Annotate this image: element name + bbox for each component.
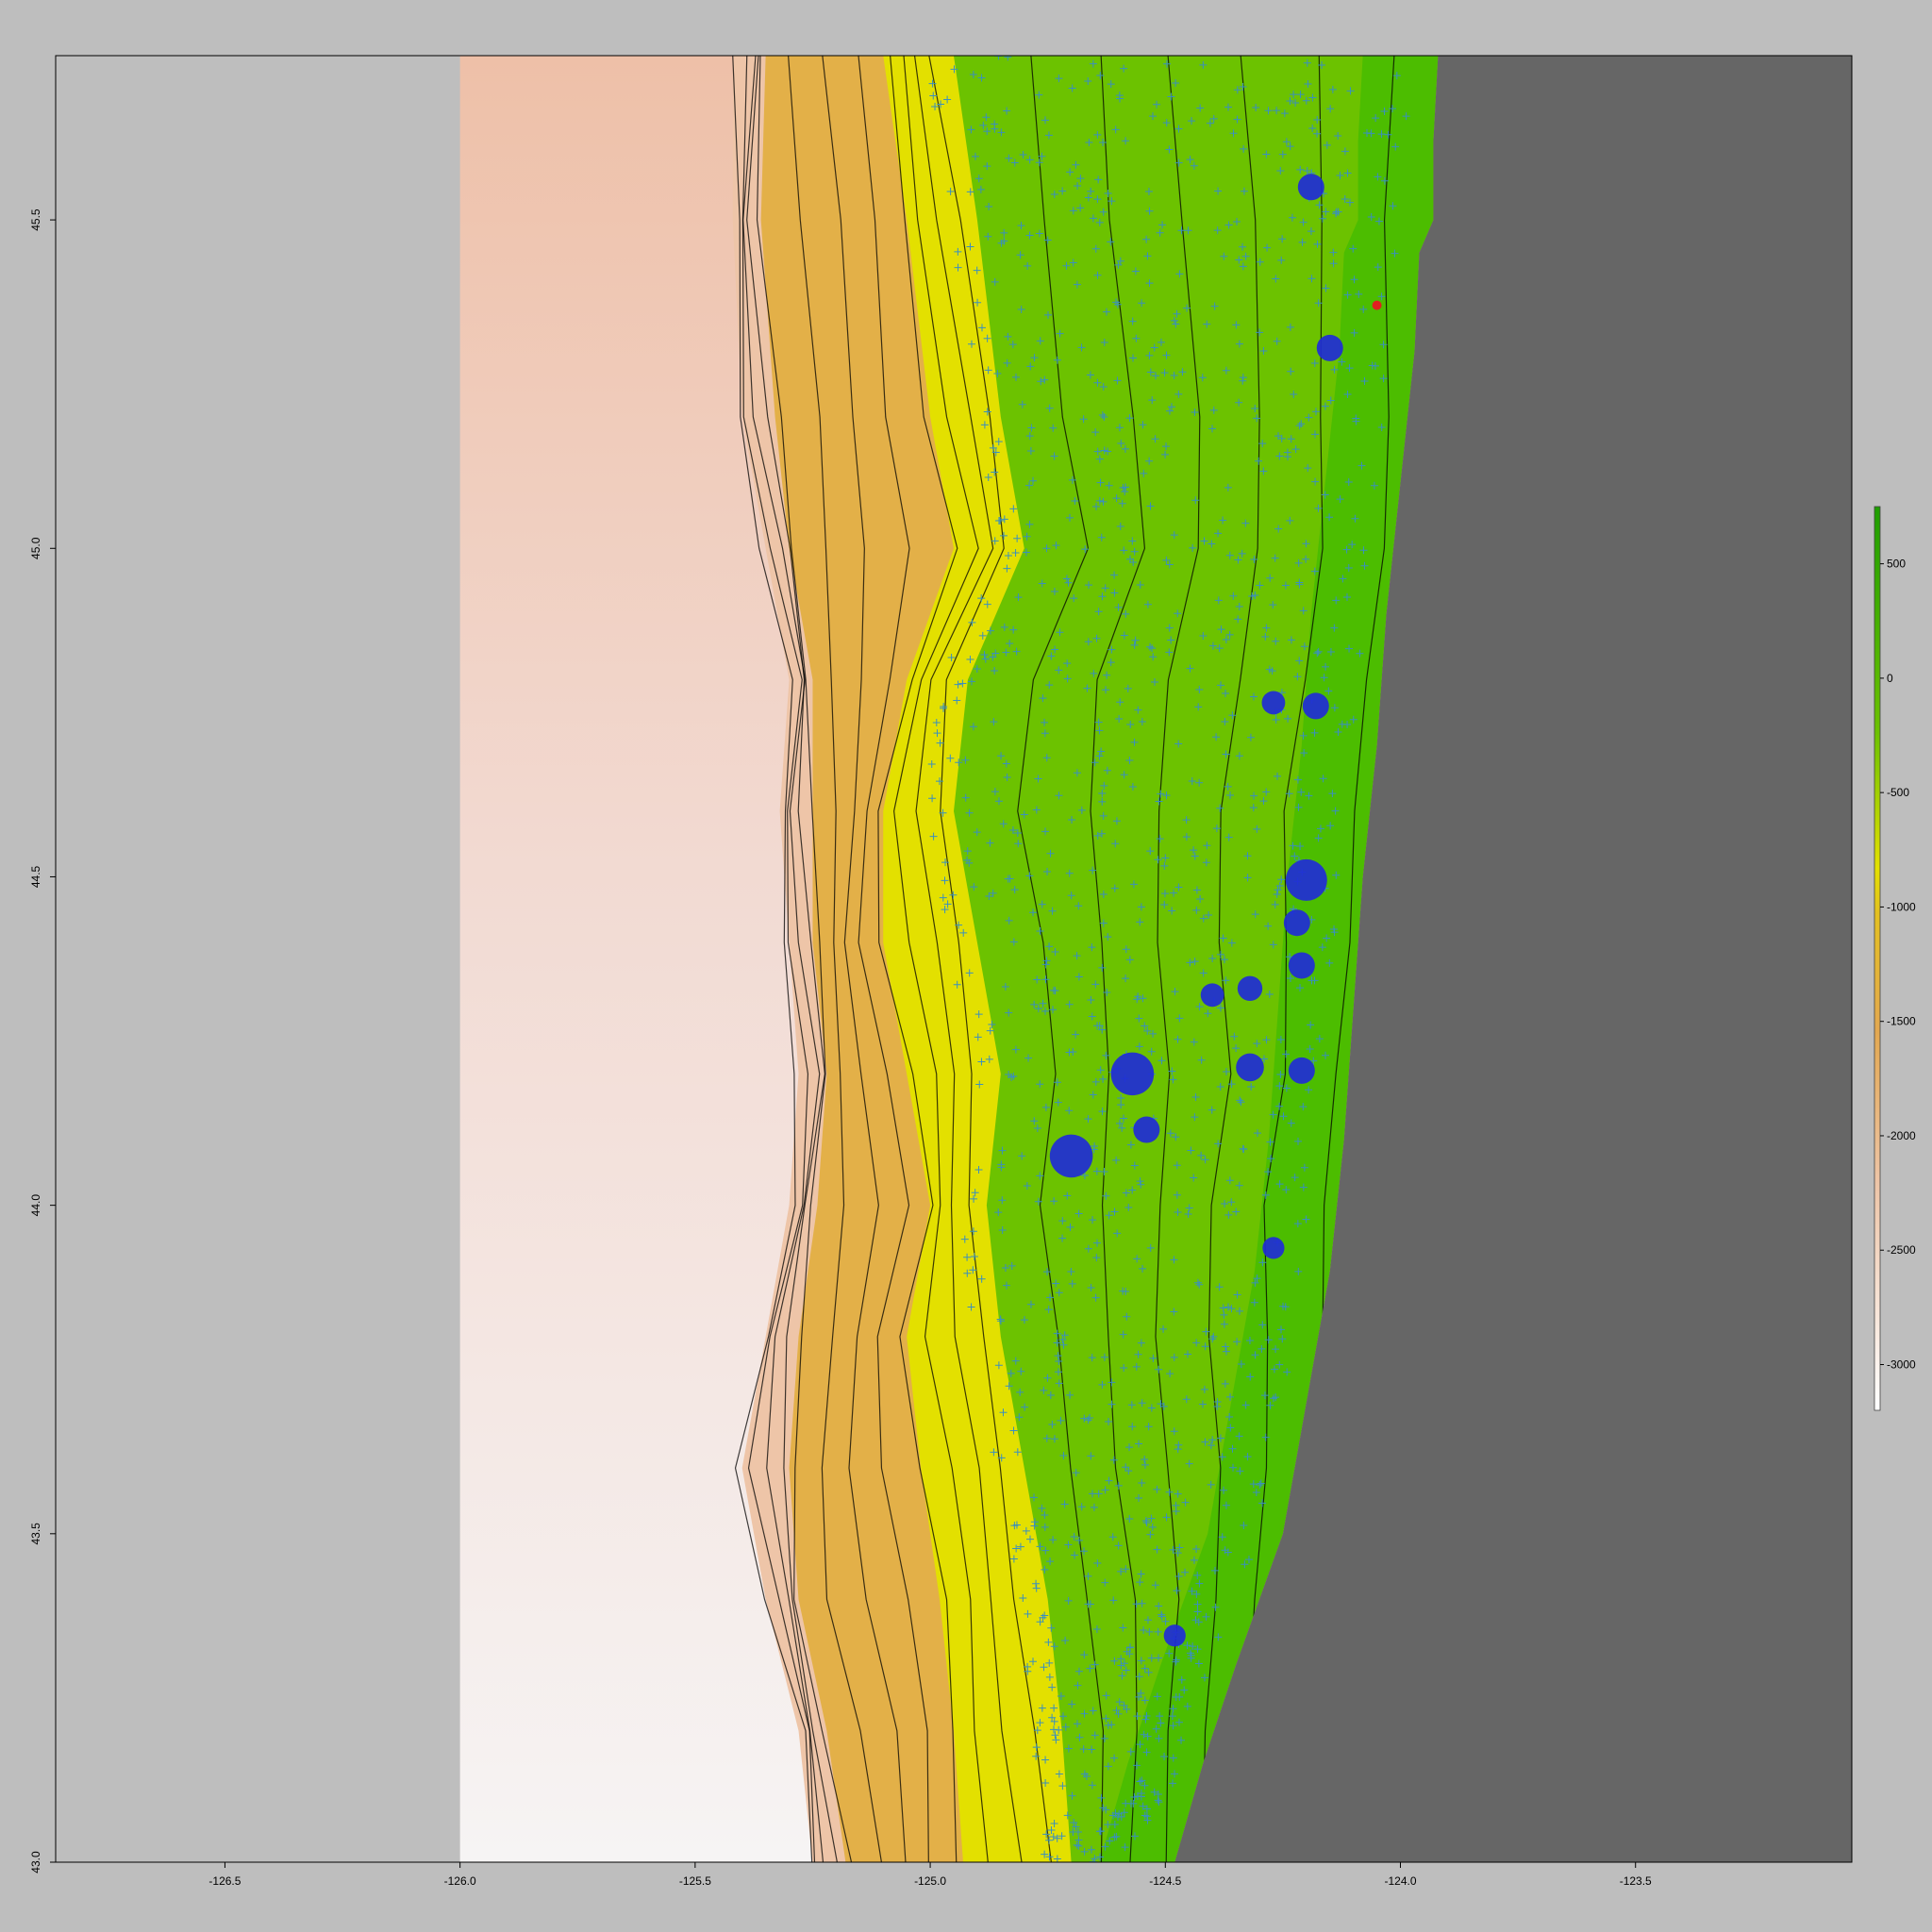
x-tick-label: -125.5 xyxy=(679,1874,711,1888)
depth-contour-line xyxy=(1202,56,1260,1862)
sample-point xyxy=(1133,1116,1160,1143)
depth-contour-line xyxy=(1090,56,1146,1862)
depth-contour-line xyxy=(928,56,1052,1862)
sample-point xyxy=(1110,1052,1155,1096)
nearshore-zone xyxy=(1099,56,1439,1862)
legend-tick-label: -500 xyxy=(1887,786,1909,799)
depth-contour-line xyxy=(1231,56,1324,1862)
depth-contour-line xyxy=(788,56,883,1862)
legend-tick-label: -3000 xyxy=(1887,1357,1916,1371)
sample-point xyxy=(1049,1134,1093,1178)
highlight-point xyxy=(1372,300,1382,310)
sample-point xyxy=(1288,1057,1315,1084)
y-axis: 43.0 43.5 44.0 44.5 45.0 45.5 xyxy=(29,208,56,1874)
depth-contour-line xyxy=(1017,56,1105,1862)
depth-contour-line xyxy=(893,56,989,1862)
depth-contour-line xyxy=(756,56,853,1862)
x-tick-label: -125.0 xyxy=(914,1874,946,1888)
legend-tick-label: 500 xyxy=(1887,558,1906,571)
legend-ticks: 500 0 -500 -1000 -1500 -2000 -2500 -3000 xyxy=(1880,558,1916,1371)
x-tick-label: -126.0 xyxy=(444,1874,476,1888)
land-mass xyxy=(1174,56,1852,1862)
depth-contour-line xyxy=(1155,56,1201,1862)
shelf-zone xyxy=(954,56,1439,1862)
depth-contour-line xyxy=(877,56,958,1862)
y-tick-label: 44.0 xyxy=(29,1194,42,1217)
sample-point xyxy=(1283,909,1310,937)
y-tick-label: 45.5 xyxy=(29,208,42,231)
x-axis: -126.5 -126.0 -125.5 -125.0 -124.5 -124.0 -123… xyxy=(208,1862,1652,1888)
y-tick-label: 43.5 xyxy=(29,1523,42,1545)
x-tick-label: -124.0 xyxy=(1384,1874,1416,1888)
sample-point xyxy=(1236,1053,1264,1082)
sample-point xyxy=(1200,983,1224,1008)
depth-contour-line xyxy=(913,56,1023,1862)
sample-point xyxy=(1302,692,1329,720)
y-tick-label: 43.0 xyxy=(29,1851,42,1874)
depth-contours xyxy=(732,56,1395,1862)
cross-marker-group xyxy=(927,56,1410,1862)
plot-frame xyxy=(55,55,1853,1863)
depth-contour-line xyxy=(746,56,838,1862)
legend-tick-label: -1000 xyxy=(1887,900,1916,913)
sample-point xyxy=(1163,1624,1186,1647)
sample-points xyxy=(1049,174,1382,1647)
legend-tick-label: -2500 xyxy=(1887,1243,1916,1257)
sample-point xyxy=(1262,1237,1285,1259)
sample-point xyxy=(1261,691,1286,715)
survey-cross-markers xyxy=(927,56,1410,1862)
sample-point xyxy=(1288,952,1315,979)
depth-contour-line xyxy=(742,56,824,1862)
x-tick-label: -123.5 xyxy=(1620,1874,1652,1888)
sample-point xyxy=(1297,174,1324,201)
legend-tick-label: 0 xyxy=(1887,672,1893,685)
y-tick-label: 45.0 xyxy=(29,537,42,559)
sample-point xyxy=(1237,975,1263,1002)
legend-tick-label: -2000 xyxy=(1887,1129,1916,1142)
depth-contour-line xyxy=(741,56,816,1862)
legend-tick-label: -1500 xyxy=(1887,1015,1916,1028)
depth-contour-line xyxy=(858,56,929,1862)
sample-point xyxy=(1316,334,1343,361)
sample-point xyxy=(1285,858,1327,901)
color-legend: 500 0 -500 -1000 -1500 -2000 -2500 -3000 xyxy=(1874,506,1916,1411)
y-tick-label: 44.5 xyxy=(29,865,42,888)
x-tick-label: -126.5 xyxy=(208,1874,241,1888)
legend-color-bar xyxy=(1874,506,1881,1411)
depth-contour-line xyxy=(732,56,813,1862)
depth-contour-line xyxy=(822,56,907,1862)
x-tick-label: -124.5 xyxy=(1149,1874,1181,1888)
